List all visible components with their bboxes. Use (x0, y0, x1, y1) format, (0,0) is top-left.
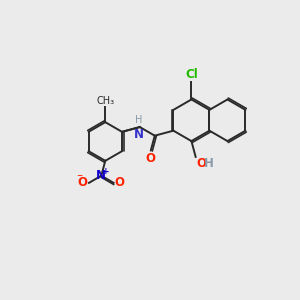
Text: H: H (204, 158, 214, 170)
Text: N: N (96, 169, 106, 182)
Text: O: O (78, 176, 88, 189)
Text: CH₃: CH₃ (96, 96, 114, 106)
Text: Cl: Cl (185, 68, 198, 81)
Text: +: + (102, 167, 110, 176)
Text: O: O (197, 158, 207, 170)
Text: O: O (145, 152, 155, 165)
Text: N: N (134, 128, 144, 141)
Text: ⁻: ⁻ (76, 172, 83, 185)
Text: O: O (115, 176, 125, 189)
Text: H: H (135, 115, 142, 125)
